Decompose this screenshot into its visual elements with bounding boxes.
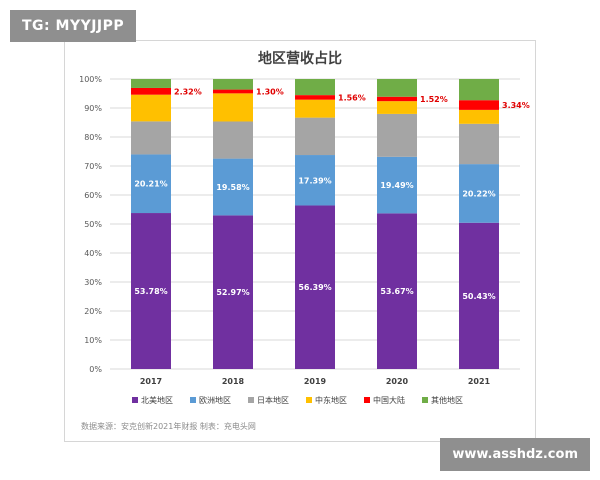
- data-label: 1.52%: [420, 95, 448, 104]
- y-tick-label: 90%: [84, 104, 102, 113]
- data-label: 52.97%: [216, 288, 249, 297]
- y-tick-label: 40%: [84, 249, 102, 258]
- legend-swatch: [248, 397, 254, 403]
- y-tick-label: 0%: [89, 365, 102, 374]
- data-label: 19.49%: [380, 181, 413, 190]
- legend-swatch: [306, 397, 312, 403]
- y-tick-label: 80%: [84, 133, 102, 142]
- legend-label: 中国大陆: [373, 395, 405, 405]
- bar-segment: [295, 117, 335, 156]
- bar-segment: [131, 154, 171, 214]
- data-label: 53.67%: [380, 287, 413, 296]
- data-label: 20.21%: [134, 180, 167, 189]
- bar-segment: [213, 89, 253, 94]
- legend-swatch: [422, 397, 428, 403]
- bar-segment: [131, 94, 171, 122]
- bar-segment: [377, 156, 417, 214]
- bar-segment: [295, 99, 335, 118]
- legend-label: 北美地区: [141, 395, 173, 405]
- data-label: 56.39%: [298, 283, 331, 292]
- bar-segment: [459, 100, 499, 110]
- bar-segment: [131, 121, 171, 155]
- x-tick-label: 2020: [386, 377, 409, 386]
- legend-label: 日本地区: [257, 395, 289, 405]
- legend-swatch: [190, 397, 196, 403]
- y-tick-label: 60%: [84, 191, 102, 200]
- bar-segment: [295, 79, 335, 96]
- bar-segment: [213, 93, 253, 122]
- bar-segment: [213, 158, 253, 216]
- x-tick-label: 2019: [304, 377, 327, 386]
- stacked-bar-chart: 地区营收占比 0% 10% 20% 30% 40% 50% 60% 70% 80% 90% 100% 5…: [79, 50, 530, 431]
- data-label: 50.43%: [462, 292, 495, 301]
- bar-segment: [131, 87, 171, 95]
- bar-segment: [213, 215, 253, 369]
- bar-segment: [377, 101, 417, 114]
- data-label: 1.56%: [338, 93, 366, 102]
- bar-segment: [213, 79, 253, 90]
- bar-segment: [295, 155, 335, 206]
- legend-swatch: [364, 397, 370, 403]
- bar-segment: [295, 95, 335, 100]
- y-tick-label: 70%: [84, 162, 102, 171]
- bar-segment: [459, 123, 499, 165]
- y-tick-label: 10%: [84, 336, 102, 345]
- bar-segment: [459, 79, 499, 101]
- source-note: 数据来源：安克创新2021年财报 制表：充电头网: [81, 421, 256, 431]
- bar-segment: [459, 222, 499, 369]
- data-label: 17.39%: [298, 176, 331, 185]
- data-label: 3.34%: [502, 101, 530, 110]
- watermark-bottom: www.asshdz.com: [440, 438, 590, 471]
- x-tick-label: 2018: [222, 377, 245, 386]
- bar-segment: [459, 109, 499, 124]
- chart-title: 地区营收占比: [258, 50, 342, 67]
- bar-segment: [377, 113, 417, 157]
- bar-segment: [377, 79, 417, 97]
- chart-panel: 地区营收占比 0% 10% 20% 30% 40% 50% 60% 70% 80% 90% 100% 5…: [64, 40, 536, 442]
- bar-segment: [131, 79, 171, 88]
- bar-segment: [131, 213, 171, 369]
- y-tick-label: 20%: [84, 307, 102, 316]
- legend-label: 其他地区: [431, 395, 463, 405]
- data-label: 20.22%: [462, 189, 495, 198]
- legend-label: 中东地区: [315, 395, 347, 405]
- bar-segment: [377, 213, 417, 369]
- bar-segment: [295, 205, 335, 369]
- bar-segment: [459, 164, 499, 223]
- legend-swatch: [132, 397, 138, 403]
- data-label: 2.32%: [174, 87, 202, 96]
- x-tick-label: 2021: [468, 377, 491, 386]
- y-tick-label: 100%: [79, 75, 102, 84]
- data-label: 1.30%: [256, 87, 284, 96]
- bar-segment: [213, 121, 253, 159]
- data-label: 53.78%: [134, 287, 167, 296]
- data-label: 19.58%: [216, 183, 249, 192]
- legend-label: 欧洲地区: [199, 395, 231, 405]
- y-tick-label: 50%: [84, 220, 102, 229]
- watermark-top: TG: MYYJJPP: [10, 10, 137, 42]
- bar-segment: [377, 96, 417, 102]
- y-tick-label: 30%: [84, 278, 102, 287]
- x-tick-label: 2017: [140, 377, 162, 386]
